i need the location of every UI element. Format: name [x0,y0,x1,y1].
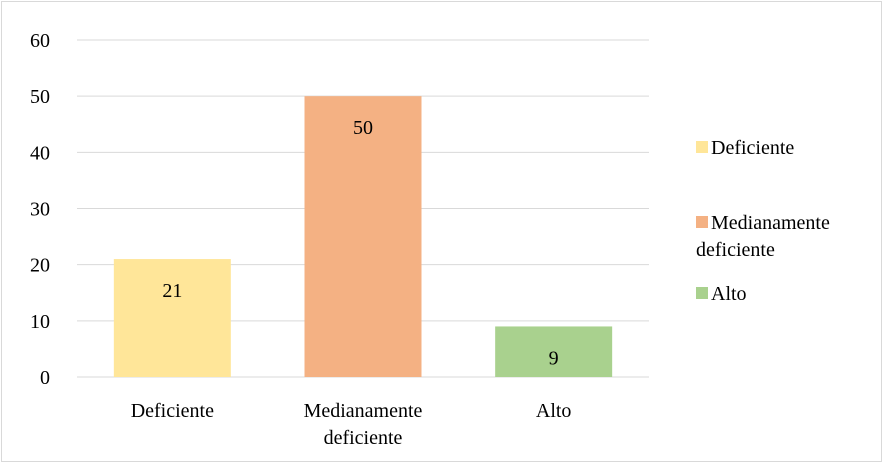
data-label: 9 [549,347,559,369]
x-tick-label: Deficiente [131,400,214,422]
y-tick-label: 60 [30,30,50,52]
legend-entry: deficiente [696,239,775,261]
data-label: 50 [353,117,373,139]
bar [304,96,422,378]
bar [495,326,613,377]
y-tick-label: 30 [30,199,50,221]
x-tick-label: Alto [536,400,572,422]
legend-swatch [696,216,708,228]
x-tick-label: deficiente [324,427,403,449]
x-tick-label: Medianamente [304,400,423,422]
legend-entry: Medianamente [711,212,830,234]
bar [113,259,231,377]
y-tick-label: 10 [30,311,50,333]
legend-entry: Alto [711,283,747,305]
legend-swatch [696,287,708,299]
legend-entry: Deficiente [711,137,794,159]
y-tick-label: 20 [30,255,50,277]
y-tick-label: 40 [30,142,50,164]
data-label: 21 [162,280,182,302]
y-tick-label: 0 [40,367,50,389]
legend-swatch [696,141,708,153]
y-tick-label: 50 [30,86,50,108]
